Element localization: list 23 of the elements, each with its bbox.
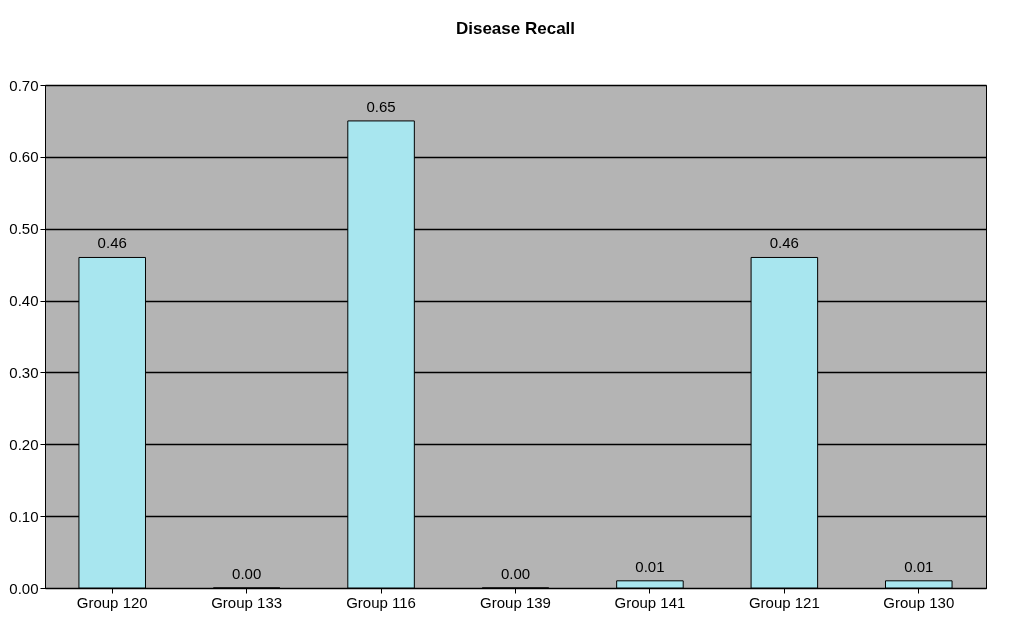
y-tick-label: 0.20: [9, 435, 39, 453]
x-tick-label: Group 133: [211, 593, 283, 611]
data-label: 0.00: [500, 565, 531, 582]
y-tick-label: 0.10: [9, 507, 39, 525]
data-label: 0.46: [769, 234, 799, 252]
data-label: 0.01: [904, 557, 934, 575]
x-tick-label: Group 120: [76, 593, 148, 611]
data-label: 0.01: [635, 557, 665, 575]
y-tick-label: 0.00: [9, 579, 39, 597]
x-tick-label: Group 121: [748, 593, 820, 611]
x-tick-label: Group 139: [480, 593, 551, 611]
data-label: 0.00: [232, 565, 262, 582]
data-label: 0.46: [97, 234, 127, 252]
y-tick-label: 0.70: [9, 76, 39, 94]
y-tick-label: 0.60: [9, 148, 39, 166]
x-tick-label: Group 116: [346, 593, 416, 611]
y-tick-label: 0.30: [9, 363, 39, 381]
data-label: 0.65: [366, 97, 396, 115]
x-tick-label: Group 141: [614, 593, 686, 611]
x-tick-label: Group 130: [883, 593, 955, 611]
y-tick-label: 0.40: [9, 292, 39, 310]
y-tick-label: 0.50: [9, 220, 39, 238]
chart-title: Disease Recall: [455, 19, 576, 38]
